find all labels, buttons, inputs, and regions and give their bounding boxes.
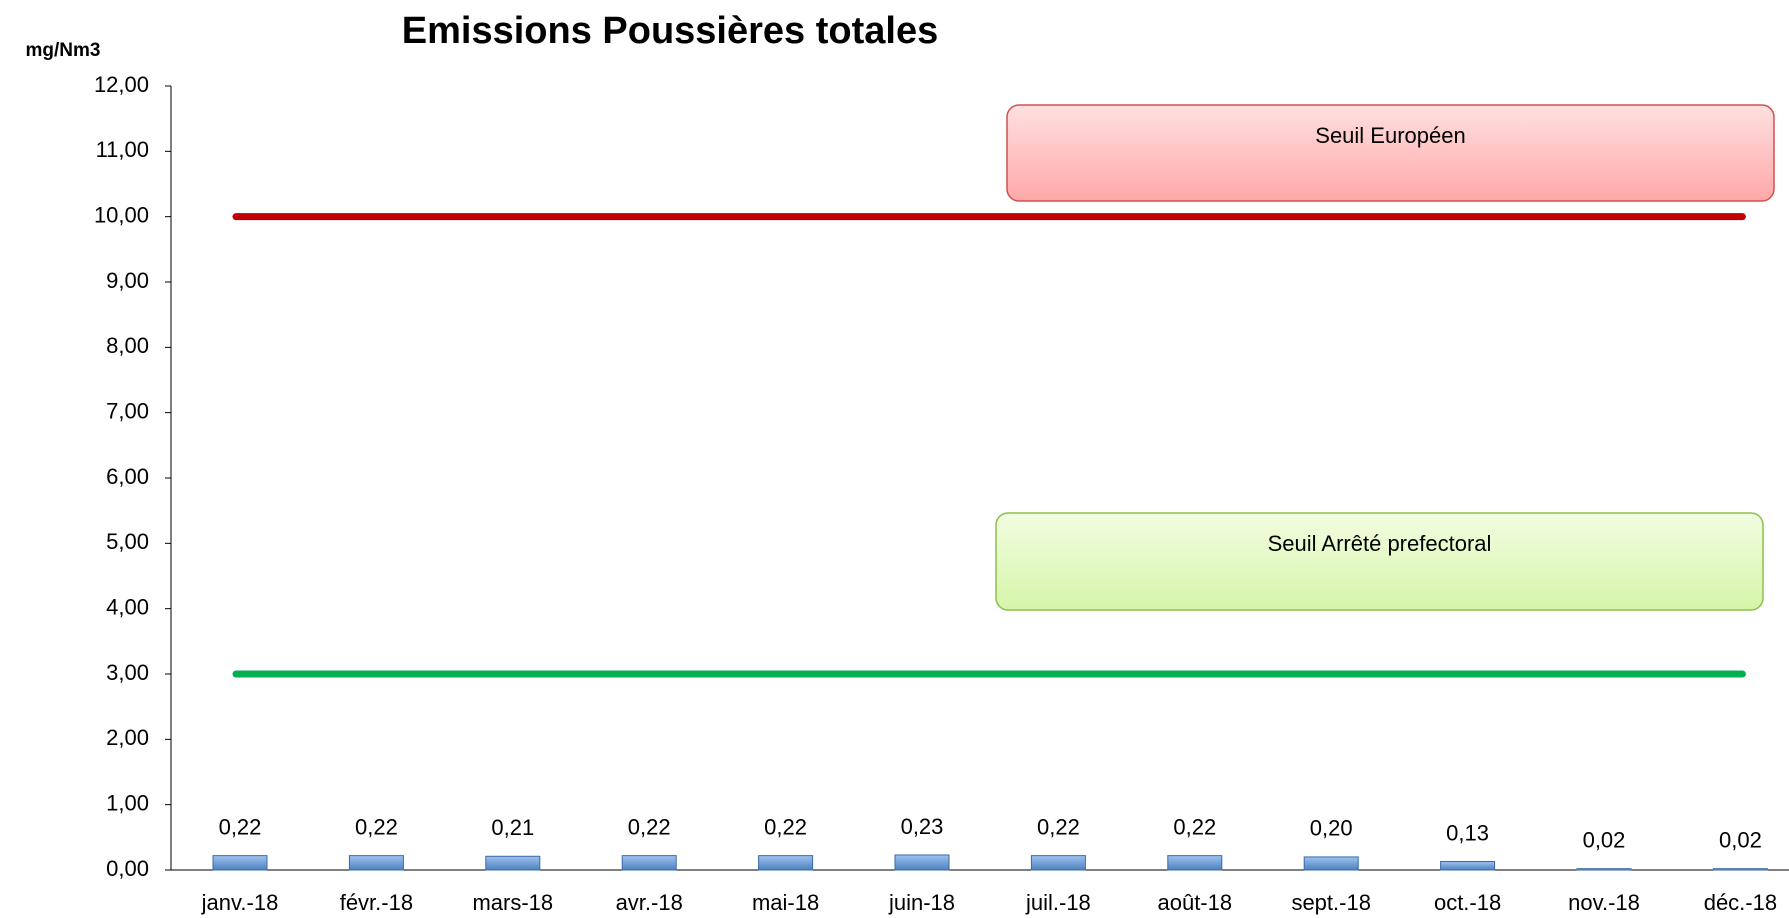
bar	[1712, 868, 1768, 871]
data-label: 0,22	[219, 814, 262, 839]
y-tick-label: 0,00	[106, 856, 149, 881]
data-label: 0,22	[628, 814, 671, 839]
y-tick-label: 9,00	[106, 268, 149, 293]
data-label: 0,02	[1583, 828, 1626, 853]
x-tick-label: juil.-18	[1025, 890, 1091, 915]
x-tick-label: déc.-18	[1704, 890, 1777, 915]
y-tick-label: 4,00	[106, 594, 149, 619]
y-tick-label: 3,00	[106, 660, 149, 685]
bar	[212, 855, 268, 871]
data-label: 0,13	[1446, 820, 1489, 845]
x-tick-label: août-18	[1157, 890, 1232, 915]
y-tick-label: 1,00	[106, 790, 149, 815]
data-label: 0,21	[491, 815, 534, 840]
bar	[894, 854, 950, 871]
bar	[1030, 855, 1086, 871]
bar	[485, 855, 541, 871]
bar	[1167, 855, 1223, 871]
y-tick-label: 7,00	[106, 398, 149, 423]
threshold-label: Seuil Européen	[1315, 123, 1465, 148]
threshold-label-box	[1006, 104, 1775, 202]
bar	[621, 855, 677, 871]
x-tick-label: mars-18	[472, 890, 553, 915]
y-tick-label: 11,00	[96, 137, 149, 162]
x-tick-label: févr.-18	[340, 890, 413, 915]
y-tick-label: 10,00	[94, 202, 149, 227]
data-label: 0,02	[1719, 828, 1762, 853]
data-label: 0,23	[901, 814, 944, 839]
x-tick-label: juin-18	[888, 890, 955, 915]
x-tick-label: janv.-18	[201, 890, 279, 915]
x-tick-label: avr.-18	[616, 890, 683, 915]
bar	[1303, 856, 1359, 871]
x-tick-label: oct.-18	[1434, 890, 1501, 915]
x-tick-label: mai-18	[752, 890, 819, 915]
x-tick-label: nov.-18	[1568, 890, 1640, 915]
threshold-label: Seuil Arrêté prefectoral	[1268, 531, 1492, 556]
bar	[1576, 868, 1632, 871]
data-label: 0,22	[1173, 814, 1216, 839]
y-tick-label: 12,00	[94, 72, 149, 97]
y-tick-label: 6,00	[106, 464, 149, 489]
threshold-label-box	[995, 512, 1764, 611]
y-tick-label: 5,00	[106, 529, 149, 554]
y-axis-label: mg/Nm3	[26, 40, 101, 61]
y-tick-label: 2,00	[106, 725, 149, 750]
data-label: 0,22	[355, 814, 398, 839]
bar	[758, 855, 814, 871]
bar	[348, 855, 404, 871]
bar	[1440, 861, 1496, 871]
data-label: 0,22	[1037, 814, 1080, 839]
y-tick-label: 8,00	[106, 333, 149, 358]
data-label: 0,22	[764, 814, 807, 839]
chart-title: Emissions Poussières totales	[402, 10, 938, 52]
data-label: 0,20	[1310, 816, 1353, 841]
x-tick-label: sept.-18	[1291, 890, 1371, 915]
